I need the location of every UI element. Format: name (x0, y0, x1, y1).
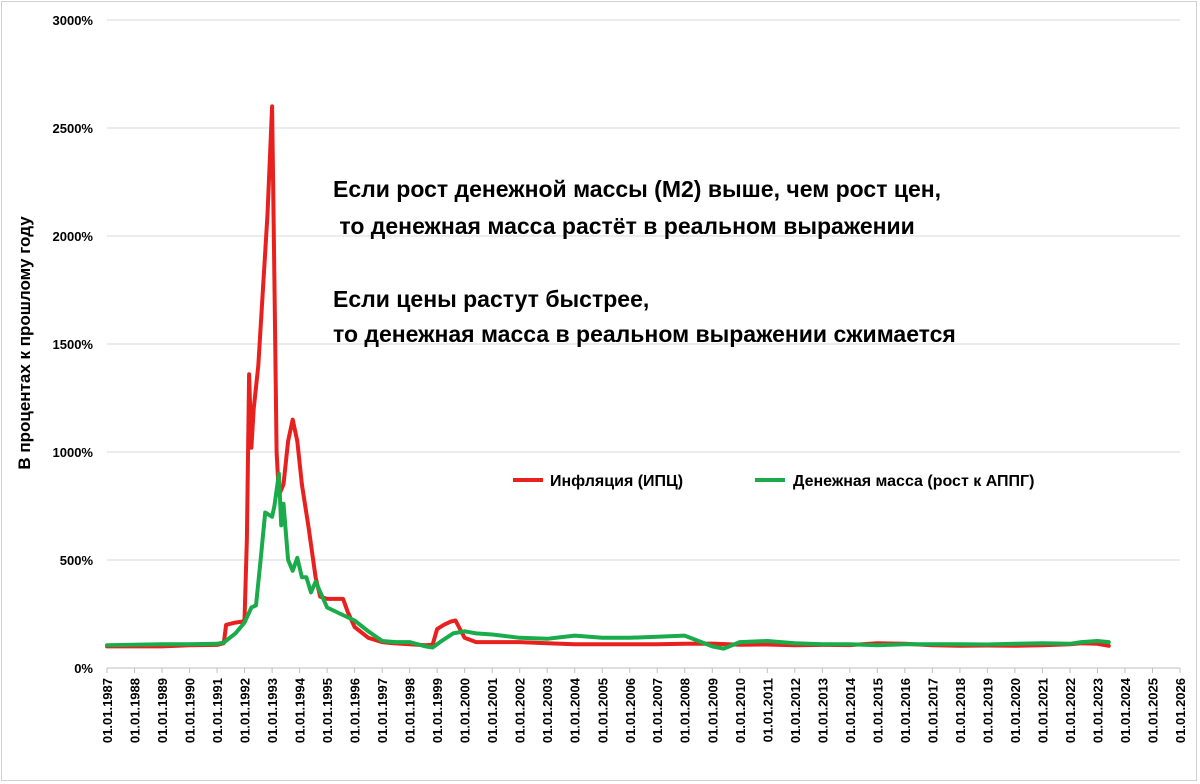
y-tick-label: 0% (74, 661, 93, 676)
x-tick-label: 01.01.2026 (1173, 678, 1188, 743)
x-tick-label: 01.01.1996 (348, 678, 363, 743)
x-tick-label: 01.01.2008 (678, 678, 693, 743)
y-tick-label: 3000% (53, 13, 94, 28)
series-lines (105, 104, 1111, 651)
x-tick-label: 01.01.2000 (458, 678, 473, 743)
x-tick-label: 01.01.2016 (898, 678, 913, 743)
x-tick-label: 01.01.2006 (623, 678, 638, 743)
legend-label-money-supply: Денежная масса (рост к АППГ) (793, 473, 1034, 490)
x-tick-label: 01.01.2024 (1118, 677, 1133, 743)
x-tick-label: 01.01.1998 (403, 678, 418, 743)
x-tick-label: 01.01.2019 (980, 678, 995, 743)
x-tick-label: 01.01.2014 (843, 677, 858, 743)
x-tick-label: 01.01.1995 (320, 678, 335, 743)
x-tick-label: 01.01.2022 (1063, 678, 1078, 743)
x-tick-label: 01.01.1997 (375, 678, 390, 743)
x-tick-label: 01.01.2017 (925, 678, 940, 743)
series-line-money-supply (105, 471, 1111, 651)
x-tick-label: 01.01.2018 (953, 678, 968, 743)
y-tick-label: 1000% (53, 445, 94, 460)
x-tick-label: 01.01.2002 (513, 678, 528, 743)
x-tick-label: 01.01.2001 (485, 678, 500, 743)
x-tick-label: 01.01.2004 (568, 677, 583, 743)
annotation-line-1: Если рост денежной массы (М2) выше, чем … (333, 176, 941, 202)
x-tick-label: 01.01.2010 (733, 678, 748, 743)
x-tick-label: 01.01.1992 (238, 678, 253, 743)
x-tick-label: 01.01.2021 (1035, 678, 1050, 743)
y-tick-label: 500% (60, 553, 94, 568)
x-tick-label: 01.01.1991 (210, 678, 225, 743)
x-tick-label: 01.01.2005 (595, 678, 610, 743)
x-tick-label: 01.01.1999 (430, 678, 445, 743)
x-tick-label: 01.01.1987 (100, 678, 115, 743)
annotation-line-4: то денежная масса в реальном выражении с… (333, 321, 956, 347)
annotation-line-2: то денежная масса растёт в реальном выра… (333, 213, 915, 239)
y-tick-label: 2000% (53, 229, 94, 244)
annotation: Если рост денежной массы (М2) выше, чем … (333, 176, 956, 347)
x-tick-label: 01.01.2009 (705, 678, 720, 743)
y-tick-label: 2500% (53, 121, 94, 136)
x-tick-labels: 01.01.1987 01.01.1988 01.01.1989 01.01.1990… (100, 677, 1188, 743)
x-tick-label: 01.01.2020 (1008, 678, 1023, 743)
legend-label-inflation: Инфляция (ИПЦ) (550, 473, 683, 490)
x-tick-label: 01.01.1994 (293, 677, 308, 743)
x-tick-label: 01.01.2012 (788, 678, 803, 743)
x-tick-label: 01.01.2013 (815, 678, 830, 743)
x-tick-label: 01.01.1993 (265, 678, 280, 743)
grid-lines (106, 19, 1181, 673)
x-tick-label: 01.01.2007 (650, 678, 665, 743)
y-tick-label: 1500% (53, 337, 94, 352)
y-axis-label: В процентах к прошлому году (15, 216, 34, 470)
x-tick-label: 01.01.1989 (155, 678, 170, 743)
x-tick-label: 01.01.2023 (1090, 678, 1105, 743)
x-tick-label: 01.01.2011 (760, 678, 775, 742)
y-tick-labels: 0% 500% 1000% 1500% 2000% 2500% 3000% (53, 13, 94, 676)
annotation-line-3: Если цены растут быстрее, (333, 286, 649, 312)
legend: Инфляция (ИПЦ) Денежная масса (рост к АП… (513, 473, 1034, 490)
x-tick-label: 01.01.1988 (127, 678, 142, 743)
x-tick-label: 01.01.1990 (183, 678, 198, 743)
x-tick-label: 01.01.2015 (870, 678, 885, 743)
x-tick-label: 01.01.2025 (1146, 678, 1161, 743)
x-tick-label: 01.01.2003 (540, 678, 555, 743)
